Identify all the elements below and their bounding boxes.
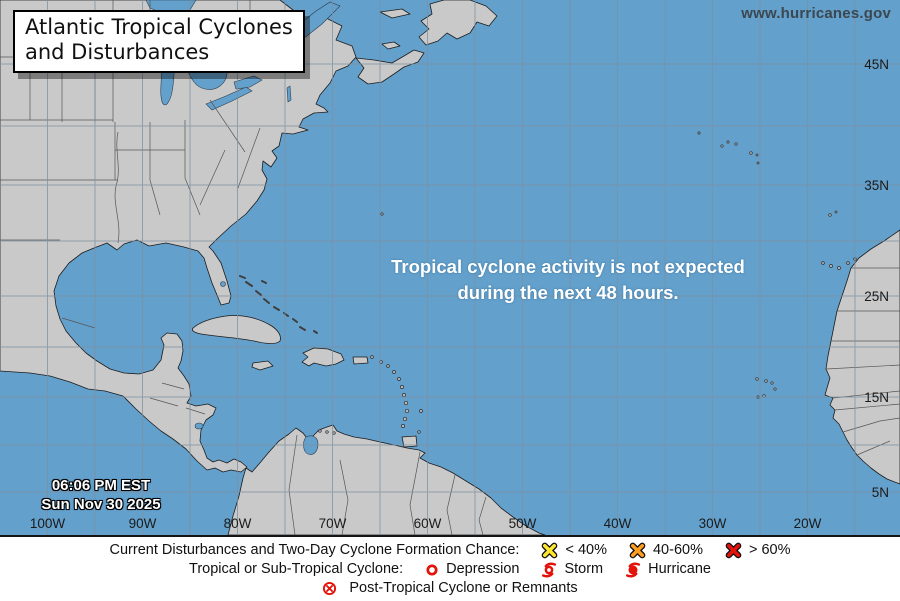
legend-item-post-tropical: Post-Tropical Cyclone or Remnants	[322, 579, 578, 598]
lat-label-35n: 35N	[864, 178, 889, 193]
map-title-box: Atlantic Tropical Cyclones and Disturban…	[13, 10, 305, 73]
lon-label-60w: 60W	[414, 516, 442, 531]
legend-row-post-tropical: Post-Tropical Cyclone or Remnants	[0, 579, 900, 598]
map-image: 45N 35N 25N 15N 5N 100W 90W 80W 70W 60W …	[0, 0, 900, 535]
lon-label-100w: 100W	[30, 516, 66, 531]
legend-row-cyclone-types: Tropical or Sub-Tropical Cyclone: Depres…	[0, 560, 900, 579]
lon-label-50w: 50W	[509, 516, 537, 531]
legend-item-storm: Storm	[541, 560, 603, 579]
puerto-rico-island	[352, 356, 369, 365]
prince-edward-island	[381, 41, 401, 50]
cuba-island	[192, 315, 281, 345]
hurricanes-gov-link: www.hurricanes.gov	[741, 5, 891, 22]
lon-label-90w: 90W	[129, 516, 157, 531]
map-title-line-1: Atlantic Tropical Cyclones	[25, 15, 293, 39]
jamaica-island	[251, 360, 274, 371]
lon-label-30w: 30W	[699, 516, 727, 531]
lon-label-80w: 80W	[224, 516, 252, 531]
lat-label-15n: 15N	[864, 390, 889, 405]
bahamas-islands	[239, 275, 318, 334]
depression-label: Depression	[446, 561, 520, 577]
lake-nicaragua	[194, 422, 204, 430]
message-line-1: Tropical cyclone activity is not expecte…	[391, 256, 745, 277]
legend-item-hurricane: Hurricane	[625, 560, 711, 579]
timestamp-time: 06:06 PM EST	[51, 477, 151, 494]
timestamp-date: Sun Nov 30 2025	[41, 496, 161, 513]
graticule-grid	[0, 0, 900, 535]
post-tropical-circle-x-icon	[323, 581, 337, 596]
legend-row-formation-chance: Current Disturbances and Two-Day Cyclone…	[0, 541, 900, 560]
lat-label-45n: 45N	[864, 57, 889, 72]
north-america-landmass	[0, 0, 357, 473]
yellow-x-icon	[542, 542, 558, 559]
anticosti-island	[379, 8, 411, 19]
storm-label: Storm	[564, 561, 604, 577]
legend-item-high-chance: > 60%	[725, 541, 791, 560]
medium-chance-label: 40-60%	[652, 542, 703, 558]
no-activity-message: Tropical cyclone activity is not expecte…	[330, 254, 806, 306]
lake-erie	[205, 86, 253, 111]
high-chance-label: > 60%	[748, 542, 791, 558]
cyclone-type-label: Tropical or Sub-Tropical Cyclone:	[189, 561, 404, 577]
low-chance-label: < 40%	[565, 542, 607, 558]
depression-circle-icon	[426, 563, 438, 576]
legend-item-low-chance: < 40%	[541, 541, 607, 560]
hispaniola-island	[301, 347, 345, 367]
formation-chance-label: Current Disturbances and Two-Day Cyclone…	[109, 542, 520, 558]
post-tropical-label: Post-Tropical Cyclone or Remnants	[349, 580, 578, 596]
orange-x-icon	[629, 542, 646, 559]
storm-spiral-icon	[542, 562, 557, 577]
azores-islands	[697, 131, 760, 165]
lake-okeechobee	[220, 281, 226, 287]
legend-item-depression: Depression	[425, 560, 519, 579]
lon-label-40w: 40W	[604, 516, 632, 531]
atlantic-basin-map[interactable]: 45N 35N 25N 15N 5N 100W 90W 80W 70W 60W …	[0, 0, 900, 537]
trinidad-island	[401, 435, 418, 448]
map-legend: Current Disturbances and Two-Day Cyclone…	[0, 537, 900, 601]
lon-label-70w: 70W	[319, 516, 347, 531]
longitude-labels: 100W 90W 80W 70W 60W 50W 40W 30W 20W	[30, 516, 822, 531]
lake-ontario	[233, 75, 263, 90]
lat-label-25n: 25N	[864, 289, 889, 304]
legend-item-medium-chance: 40-60%	[629, 541, 703, 560]
red-x-icon	[725, 542, 742, 559]
madeira-canary-islands	[821, 210, 857, 270]
issuance-timestamp: 06:06 PM EST Sun Nov 30 2025	[16, 476, 186, 514]
message-line-2: during the next 48 hours.	[457, 282, 679, 303]
lon-label-20w: 20W	[794, 516, 822, 531]
lat-label-5n: 5N	[872, 485, 889, 500]
lake-champlain	[286, 85, 292, 103]
hurricane-filled-icon	[626, 562, 641, 577]
bermuda-island	[380, 212, 384, 216]
map-title-line-2: and Disturbances	[25, 40, 210, 64]
hurricane-label: Hurricane	[648, 561, 711, 577]
latitude-labels: 45N 35N 25N 15N 5N	[864, 57, 889, 500]
newfoundland-island	[418, 0, 498, 46]
